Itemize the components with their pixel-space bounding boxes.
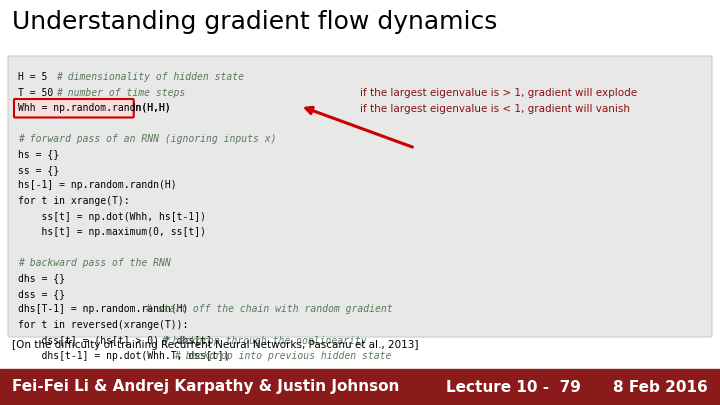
Bar [0,369,720,405]
FancyBboxPatch shape [14,99,134,117]
Text: # backprop into previous hidden state: # backprop into previous hidden state [174,351,392,361]
Text: dss[t] = (hs[t] > 0) * dhs[t]: dss[t] = (hs[t] > 0) * dhs[t] [18,335,217,345]
Text: for t in xrange(T):: for t in xrange(T): [18,196,130,206]
Text: ss[t] = np.dot(Whh, hs[t-1]): ss[t] = np.dot(Whh, hs[t-1]) [18,211,206,222]
Text: Understanding gradient flow dynamics: Understanding gradient flow dynamics [12,10,498,34]
Text: hs[-1] = np.random.randn(H): hs[-1] = np.random.randn(H) [18,181,176,190]
Text: ss = {}: ss = {} [18,165,59,175]
Text: Whh = np.random.randn(H,H): Whh = np.random.randn(H,H) [18,103,171,113]
Text: dhs[T-1] = np.random.randn(H): dhs[T-1] = np.random.randn(H) [18,305,189,315]
Text: # backward pass of the RNN: # backward pass of the RNN [18,258,171,268]
Text: # dimensionality of hidden state: # dimensionality of hidden state [56,72,244,82]
Text: hs = {}: hs = {} [18,149,59,160]
Text: Fei-Fei Li & Andrej Karpathy & Justin Johnson: Fei-Fei Li & Andrej Karpathy & Justin Jo… [12,379,400,394]
Text: T = 50: T = 50 [18,87,71,98]
Text: H = 5: H = 5 [18,72,71,82]
Text: # backprop through the nonlinearity: # backprop through the nonlinearity [161,335,367,345]
Text: # forward pass of an RNN (ignoring inputs x): # forward pass of an RNN (ignoring input… [18,134,276,144]
Text: if the largest eigenvalue is < 1, gradient will vanish: if the largest eigenvalue is < 1, gradie… [360,104,630,114]
Text: hs[t] = np.maximum(0, ss[t]): hs[t] = np.maximum(0, ss[t]) [18,227,206,237]
Text: [On the difficulty of training Recurrent Neural Networks, Pascanu et al., 2013]: [On the difficulty of training Recurrent… [12,340,418,350]
Text: # number of time steps: # number of time steps [56,87,185,98]
Text: 8 Feb 2016: 8 Feb 2016 [613,379,708,394]
FancyBboxPatch shape [8,56,712,337]
Text: for t in reversed(xrange(T)):: for t in reversed(xrange(T)): [18,320,189,330]
Text: if the largest eigenvalue is > 1, gradient will explode: if the largest eigenvalue is > 1, gradie… [360,88,637,98]
Text: Lecture 10 -  79: Lecture 10 - 79 [446,379,581,394]
Text: dss = {}: dss = {} [18,289,65,299]
Text: dhs[t-1] = np.dot(Whh.T, dss[t]): dhs[t-1] = np.dot(Whh.T, dss[t]) [18,351,235,361]
Text: Whh = np.random.randn(H,H): Whh = np.random.randn(H,H) [18,103,171,113]
Text: dhs = {}: dhs = {} [18,273,65,283]
Text: # start off the chain with random gradient: # start off the chain with random gradie… [140,305,393,315]
